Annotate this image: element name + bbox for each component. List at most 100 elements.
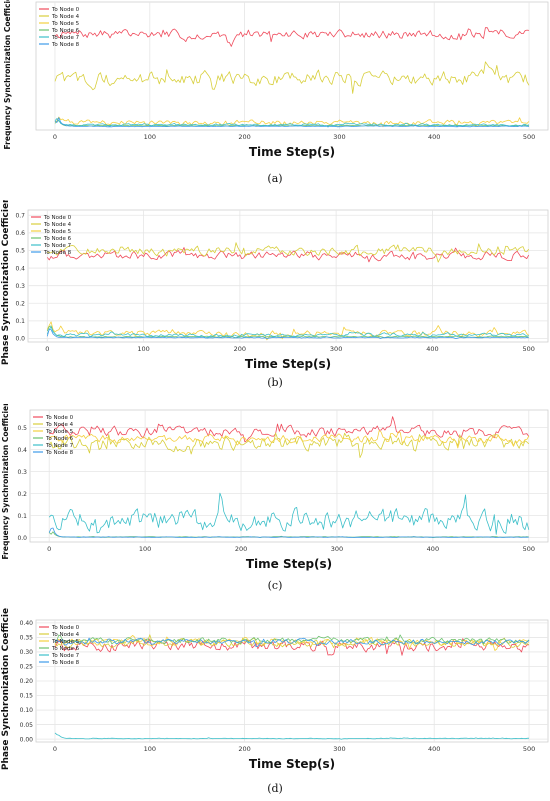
y-tick-label: 0.4 (17, 447, 27, 454)
series-line (54, 634, 530, 645)
y-tick-label: 0.5 (17, 425, 27, 432)
x-tick-label: 0 (47, 545, 51, 553)
panel-b: 0 100 200 300 400 500 0.0 0.1 0.2 0.3 0.4 0.5 0.6 0.7… (0, 200, 550, 396)
y-tick-label: 0.6 (15, 230, 25, 237)
legend-label: To Node 6 (51, 28, 80, 34)
plot-area (27, 209, 549, 343)
x-tick-label: 0 (53, 745, 57, 753)
y-tick-label: 0.1 (15, 318, 25, 325)
panel-a: 0 100 200 300 400 500 To Node 0 To Node 4 To Nod… (0, 0, 550, 194)
x-axis-label: Time Step(s) (249, 145, 335, 159)
series-line (47, 242, 530, 263)
y-tick-label: 0.1 (17, 513, 27, 520)
y-tick-label: 0.35 (20, 635, 34, 642)
x-tick-label: 400 (428, 133, 440, 141)
x-tick-label: 100 (137, 345, 149, 353)
series-line (46, 326, 529, 339)
y-tick-label: 0.0 (15, 336, 25, 343)
y-tick-label: 0.30 (20, 649, 34, 656)
y-tick-label: 0.10 (20, 707, 34, 714)
series-line (48, 527, 529, 539)
series-line (54, 27, 530, 47)
series-line (48, 430, 530, 449)
x-tick-label: 300 (330, 345, 342, 353)
plot-area (29, 409, 549, 543)
y-tick-label: 0.3 (15, 283, 25, 290)
x-tick-label: 300 (333, 745, 345, 753)
legend-label: To Node 8 (43, 250, 72, 256)
series-line (48, 432, 530, 458)
series-line (54, 117, 530, 128)
series-line (48, 492, 530, 535)
x-tick-label: 0 (45, 345, 49, 353)
legend-label: To Node 6 (43, 236, 72, 242)
series-line (46, 328, 529, 340)
x-axis-label: Time Step(s) (249, 757, 335, 771)
y-tick-label: 0.4 (15, 265, 25, 272)
x-tick-label: 100 (144, 133, 156, 141)
x-tick-label: 200 (238, 133, 250, 141)
series-line (54, 637, 530, 648)
y-axis-label: Frequency Synchronization Coefficients (3, 0, 12, 149)
x-tick-label: 100 (139, 545, 151, 553)
x-tick-label: 500 (523, 745, 535, 753)
legend-label: To Node 4 (45, 422, 74, 428)
y-axis-label: Phase Synchronization Coefficients (1, 200, 11, 365)
legend-label: To Node 5 (51, 21, 80, 27)
plot-area (35, 1, 549, 131)
legend-label: To Node 6 (51, 646, 80, 652)
panel-d: 0 100 200 300 400 500 0.00 0.05 0.10 0.15 0.20 0.25… (0, 608, 550, 801)
x-tick-label: 400 (428, 745, 440, 753)
legend-label: To Node 4 (51, 14, 80, 20)
legend-label: To Node 5 (51, 639, 80, 645)
series-line (54, 120, 530, 127)
x-axis-label: Time Step(s) (246, 557, 332, 571)
chart-d: 0 100 200 300 400 500 0.00 0.05 0.10 0.15 0.20 0.25… (1, 608, 549, 771)
legend-label: To Node 8 (45, 450, 74, 456)
y-tick-label: 0.00 (20, 736, 34, 743)
y-tick-label: 0.7 (15, 212, 25, 219)
y-tick-label: 0.3 (17, 469, 27, 476)
x-tick-label: 500 (523, 545, 535, 553)
caption-c: (c) (267, 579, 283, 592)
x-tick-label: 200 (234, 345, 246, 353)
y-tick-label: 0.2 (15, 300, 25, 307)
legend-label: To Node 5 (45, 429, 74, 435)
series-line (46, 247, 530, 263)
legend-label: To Node 8 (51, 660, 80, 666)
x-tick-label: 400 (427, 545, 439, 553)
series-line (54, 118, 530, 128)
legend-label: To Node 7 (45, 443, 74, 449)
y-tick-label: 0.05 (20, 722, 34, 729)
x-tick-label: 100 (144, 745, 156, 753)
y-tick-label: 0.40 (20, 620, 34, 627)
y-tick-label: 0.20 (20, 678, 34, 685)
series-line (54, 732, 530, 740)
legend-label: To Node 7 (51, 35, 80, 41)
x-tick-label: 200 (238, 745, 250, 753)
caption-b: (b) (267, 376, 283, 389)
x-tick-label: 500 (523, 345, 535, 353)
caption-d: (d) (267, 782, 283, 795)
x-axis-label: Time Step(s) (245, 357, 331, 371)
legend-label: To Node 6 (45, 436, 74, 442)
legend-label: To Node 5 (43, 229, 72, 235)
caption-a: (a) (267, 172, 283, 185)
series-line (54, 634, 530, 651)
series-line (54, 61, 530, 94)
x-tick-label: 500 (523, 133, 535, 141)
x-tick-label: 300 (333, 133, 345, 141)
x-tick-label: 200 (235, 545, 247, 553)
y-tick-label: 0.0 (17, 535, 27, 542)
legend-label: To Node 8 (51, 42, 80, 48)
legend-label: To Node 0 (45, 415, 74, 421)
chart-c: 0 100 200 300 400 500 0.0 0.1 0.2 0.3 0.4 0.5 To Nod… (1, 404, 549, 571)
y-tick-label: 0.25 (20, 664, 34, 671)
legend-label: To Node 7 (43, 243, 72, 249)
y-axis-label: Phase Synchronization Coefficients (1, 608, 11, 770)
chart-b: 0 100 200 300 400 500 0.0 0.1 0.2 0.3 0.4 0.5 0.6 0.7… (1, 200, 549, 371)
legend-label: To Node 0 (51, 625, 80, 631)
x-tick-label: 300 (331, 545, 343, 553)
y-axis-label: Frequency Synchronization Coefficients (1, 404, 10, 559)
